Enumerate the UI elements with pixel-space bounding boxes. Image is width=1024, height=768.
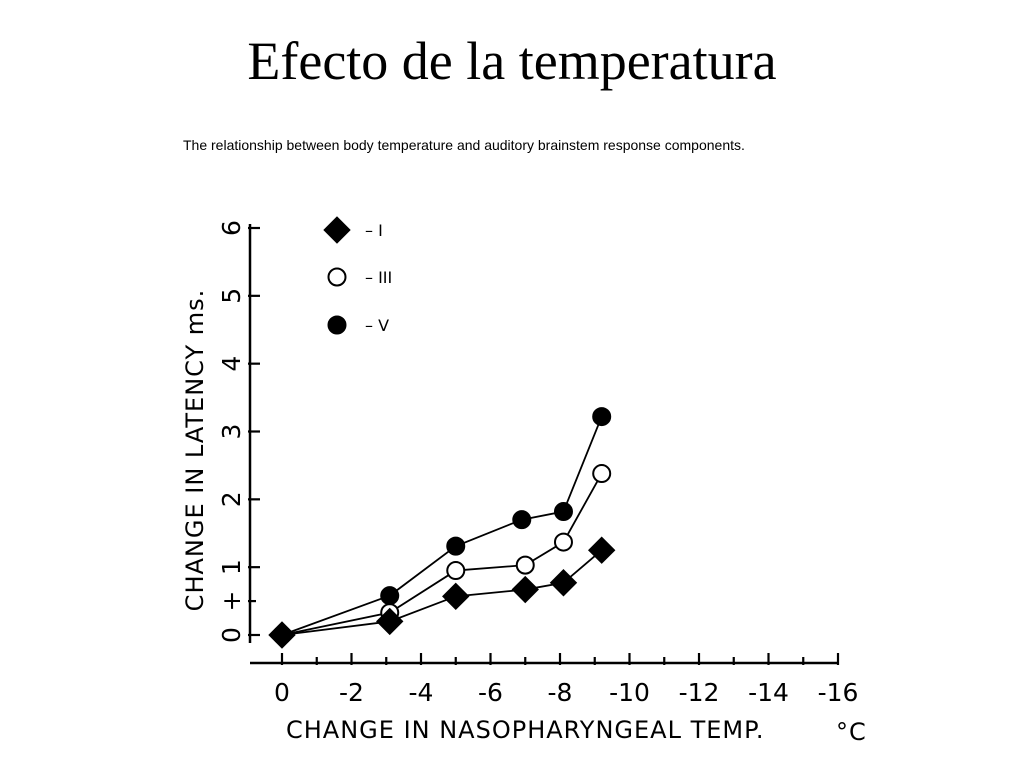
data-point-i (442, 582, 470, 611)
x-tick-label: -12 (679, 678, 720, 707)
data-point-v (380, 586, 400, 606)
series-line-iii (281, 473, 603, 636)
x-tick-label: -2 (339, 678, 364, 707)
chart-series (268, 407, 616, 649)
x-tick-label: -6 (478, 678, 503, 707)
y-axis-title: CHANGE IN LATENCY ms. (181, 289, 209, 612)
y-tick-label: 1 (217, 559, 246, 575)
chart-axes: 0 1 2 3 4 5 6 +0 -2 -4 -6 -8 -10 -12 -14 -16 CHANGE IN N… (181, 220, 867, 746)
x-axis-title: CHANGE IN NASOPHARYNGEAL TEMP. (286, 716, 765, 744)
y-tick-label: 5 (217, 288, 246, 304)
data-point-iii (553, 532, 573, 552)
legend-label-v: – V (365, 316, 389, 335)
y-tick-label: 6 (217, 220, 246, 236)
data-point-i (376, 607, 404, 636)
x-tick-label: -14 (748, 678, 789, 707)
y-tick-label: 4 (217, 356, 246, 372)
data-point-iii (515, 555, 535, 575)
data-point-i (549, 569, 578, 597)
y-tick-label: 0 (217, 627, 246, 643)
x-tick-label: -4 (409, 678, 434, 707)
legend-marker-i (323, 216, 351, 244)
x-axis-unit: °C (836, 718, 867, 746)
data-point-i (511, 575, 539, 604)
data-point-i (268, 621, 296, 649)
legend-marker-v (327, 315, 347, 335)
data-point-i (587, 536, 616, 564)
chart-subtitle: The relationship between body temperatur… (183, 137, 745, 153)
data-point-iii (446, 561, 466, 581)
data-point-v (446, 536, 466, 556)
data-point-v (592, 407, 612, 427)
legend-label-i: – I (365, 221, 383, 240)
x-tick-label: -10 (609, 678, 650, 707)
data-point-v (553, 502, 573, 522)
legend-label-iii: – III (365, 268, 392, 287)
series-line-i (281, 549, 603, 636)
legend-marker-iii (327, 267, 347, 287)
x-tick-label: 0 (274, 678, 290, 707)
x-tick-label: -8 (548, 678, 573, 707)
chart-legend: – I – III – V (323, 216, 392, 335)
y-plus-label: + (217, 591, 246, 612)
data-point-v (512, 510, 532, 530)
series-line-v (281, 416, 603, 636)
y-tick-label: 2 (217, 491, 246, 507)
slide-title: Efecto de la temperatura (247, 31, 777, 91)
x-tick-label: -16 (818, 678, 859, 707)
y-tick-label: 3 (217, 424, 246, 440)
data-point-iii (592, 464, 612, 484)
